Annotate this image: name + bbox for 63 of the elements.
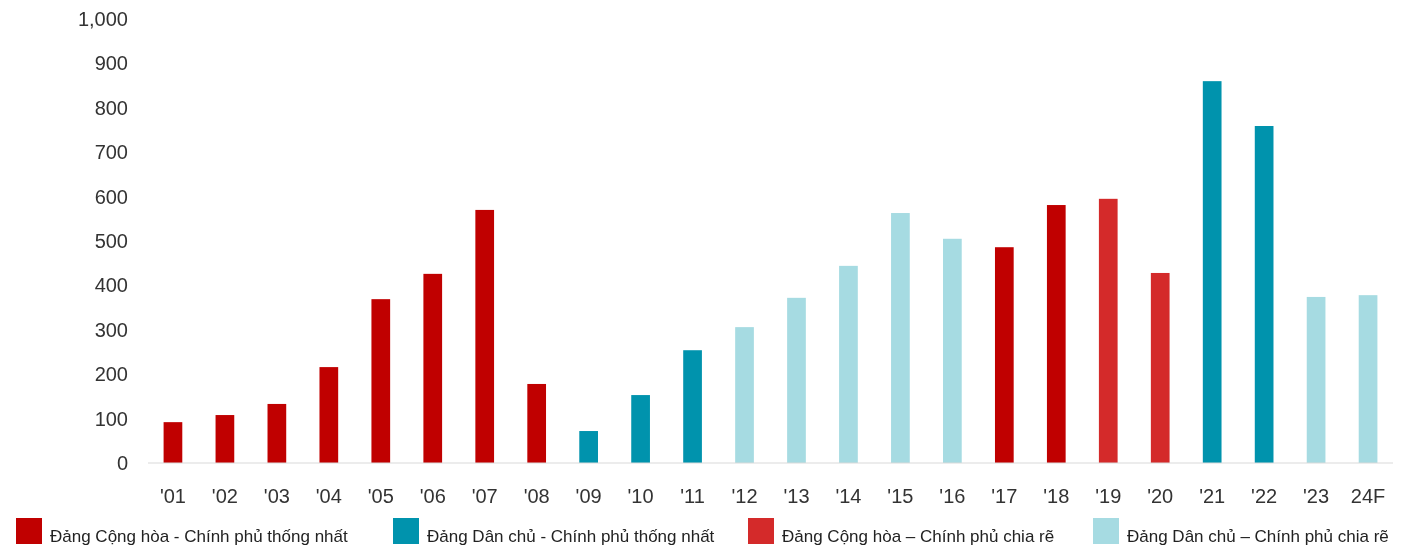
x-tick-label: '08 (523, 485, 550, 507)
bar (527, 383, 547, 463)
bar (475, 209, 495, 463)
x-tick-label: '11 (680, 485, 705, 507)
bar (1150, 272, 1170, 463)
bar (1306, 296, 1326, 463)
bar (215, 415, 235, 463)
y-tick-label: 400 (94, 274, 128, 297)
x-tick-label: '15 (887, 485, 914, 507)
x-tick-label: '13 (783, 485, 810, 507)
bar (319, 367, 339, 463)
y-tick-label: 900 (94, 52, 128, 75)
x-tick-label: '12 (731, 485, 758, 507)
x-tick-label: '19 (1095, 485, 1122, 507)
y-tick-label: 1,000 (77, 8, 128, 30)
y-tick-label: 700 (94, 141, 128, 164)
bar (163, 422, 183, 463)
x-tick-label: '10 (627, 485, 654, 507)
bar (631, 395, 650, 463)
y-tick-label: 200 (94, 363, 128, 386)
bar (1046, 205, 1066, 463)
x-tick-label: '01 (159, 485, 186, 507)
bar (735, 327, 754, 463)
legend-label: Đảng Dân chủ - Chính phủ thống nhất (427, 527, 715, 546)
y-tick-label: 800 (94, 96, 128, 119)
x-tick-label: '18 (1043, 485, 1070, 507)
x-tick-label: '22 (1251, 485, 1278, 507)
bar (423, 273, 443, 463)
x-tick-label: 24F (1350, 485, 1386, 507)
y-tick-label: 300 (94, 318, 128, 341)
bar (1358, 295, 1378, 463)
x-tick-label: '03 (263, 485, 290, 507)
bar (994, 247, 1014, 463)
x-tick-label: '09 (575, 485, 602, 507)
x-tick-label: '20 (1147, 485, 1174, 507)
bar (267, 403, 287, 463)
bar (787, 297, 806, 463)
bar (839, 265, 858, 463)
x-tick-label: '14 (835, 485, 862, 507)
bar (1254, 126, 1274, 463)
y-tick-label: 100 (94, 407, 128, 430)
y-tick-label: 600 (94, 185, 128, 208)
x-tick-label: '21 (1199, 485, 1226, 507)
x-tick-label: '06 (419, 485, 446, 507)
bar (1202, 81, 1222, 463)
x-tick-label: '02 (211, 485, 238, 507)
bar (683, 350, 702, 463)
bar (371, 299, 391, 463)
legend-label: Đảng Cộng hòa – Chính phủ chia rẽ (782, 527, 1055, 546)
x-tick-label: '05 (367, 485, 394, 507)
bar (1098, 198, 1118, 463)
x-tick-label: '17 (991, 485, 1018, 507)
x-tick-label: '23 (1303, 485, 1330, 507)
bar (891, 213, 910, 463)
x-tick-label: '16 (939, 485, 966, 507)
x-tick-label: '07 (471, 485, 498, 507)
bar (943, 238, 962, 463)
x-tick-label: '04 (315, 485, 342, 507)
bar (579, 431, 598, 463)
legend-label: Đảng Cộng hòa - Chính phủ thống nhất (50, 527, 348, 546)
legend-label: Đảng Dân chủ – Chính phủ chia rẽ (1127, 527, 1389, 546)
y-tick-label: 0 (116, 452, 128, 474)
y-tick-label: 500 (94, 230, 128, 252)
